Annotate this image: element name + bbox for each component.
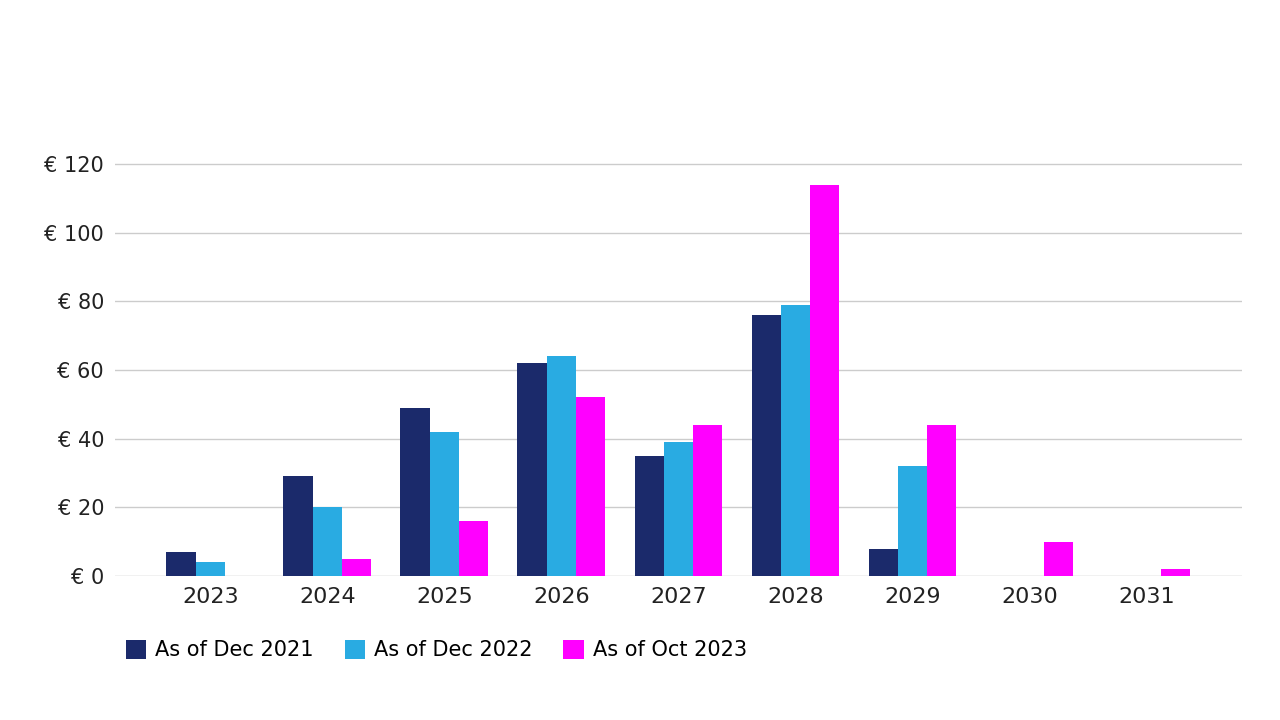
Bar — [166, 552, 196, 576]
Bar — [1044, 541, 1074, 576]
Bar — [196, 562, 225, 576]
Bar — [283, 477, 312, 576]
Bar — [312, 508, 342, 576]
Bar — [517, 363, 547, 576]
Bar — [664, 442, 692, 576]
Bar — [927, 425, 956, 576]
Bar — [781, 305, 810, 576]
Bar — [692, 425, 722, 576]
Bar — [401, 408, 430, 576]
Bar — [576, 397, 605, 576]
Legend: As of Dec 2021, As of Dec 2022, As of Oct 2023: As of Dec 2021, As of Dec 2022, As of Oc… — [125, 640, 746, 660]
Bar — [342, 559, 371, 576]
Bar — [1161, 569, 1190, 576]
Bar — [635, 456, 664, 576]
Bar — [897, 466, 927, 576]
Bar — [810, 184, 840, 576]
Bar — [547, 356, 576, 576]
Bar — [460, 521, 488, 576]
Bar — [751, 315, 781, 576]
Bar — [430, 432, 460, 576]
Bar — [869, 549, 897, 576]
